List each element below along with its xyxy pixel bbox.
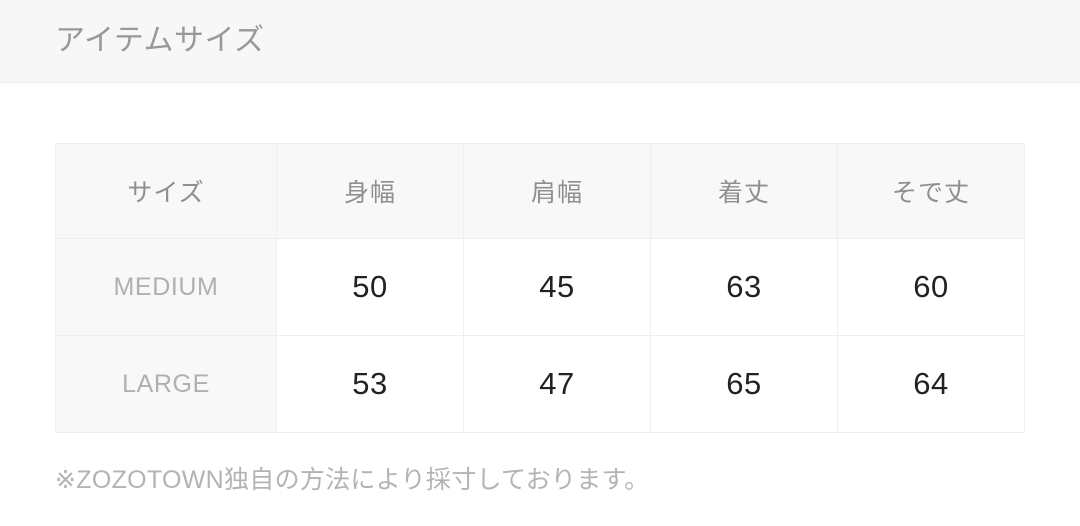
cell-medium-bodywidth: 50: [276, 238, 464, 336]
cell-large-bodywidth: 53: [276, 335, 464, 433]
column-header-shoulder: 肩幅: [463, 143, 651, 239]
cell-large-shoulder: 47: [463, 335, 651, 433]
table-header-row: サイズ 身幅 肩幅 着丈 そで丈: [55, 143, 1025, 239]
column-header-sleeve: そで丈: [837, 143, 1025, 239]
table-row: MEDIUM 50 45 63 60: [55, 238, 1025, 336]
table-row: LARGE 53 47 65 64: [55, 335, 1025, 433]
row-label-medium: MEDIUM: [55, 238, 277, 336]
column-header-size: サイズ: [55, 143, 277, 239]
cell-large-sleeve: 64: [837, 335, 1025, 433]
cell-medium-length: 63: [650, 238, 838, 336]
column-header-bodywidth: 身幅: [276, 143, 464, 239]
column-header-length: 着丈: [650, 143, 838, 239]
cell-medium-sleeve: 60: [837, 238, 1025, 336]
cell-large-length: 65: [650, 335, 838, 433]
table-body: MEDIUM 50 45 63 60 LARGE 53 47 65 64: [55, 238, 1025, 433]
page-title: アイテムサイズ: [55, 24, 265, 57]
section-header: アイテムサイズ: [0, 0, 1080, 83]
row-label-large: LARGE: [55, 335, 277, 433]
table-header: サイズ 身幅 肩幅 着丈 そで丈: [55, 143, 1025, 239]
item-size-table: サイズ 身幅 肩幅 着丈 そで丈 MEDIUM 50 45 63 60 LARG…: [55, 143, 1025, 433]
content-area: サイズ 身幅 肩幅 着丈 そで丈 MEDIUM 50 45 63 60 LARG…: [0, 143, 1080, 495]
measurement-footnote: ※ZOZOTOWN独自の方法により採寸しております。: [55, 466, 650, 494]
cell-medium-shoulder: 45: [463, 238, 651, 336]
